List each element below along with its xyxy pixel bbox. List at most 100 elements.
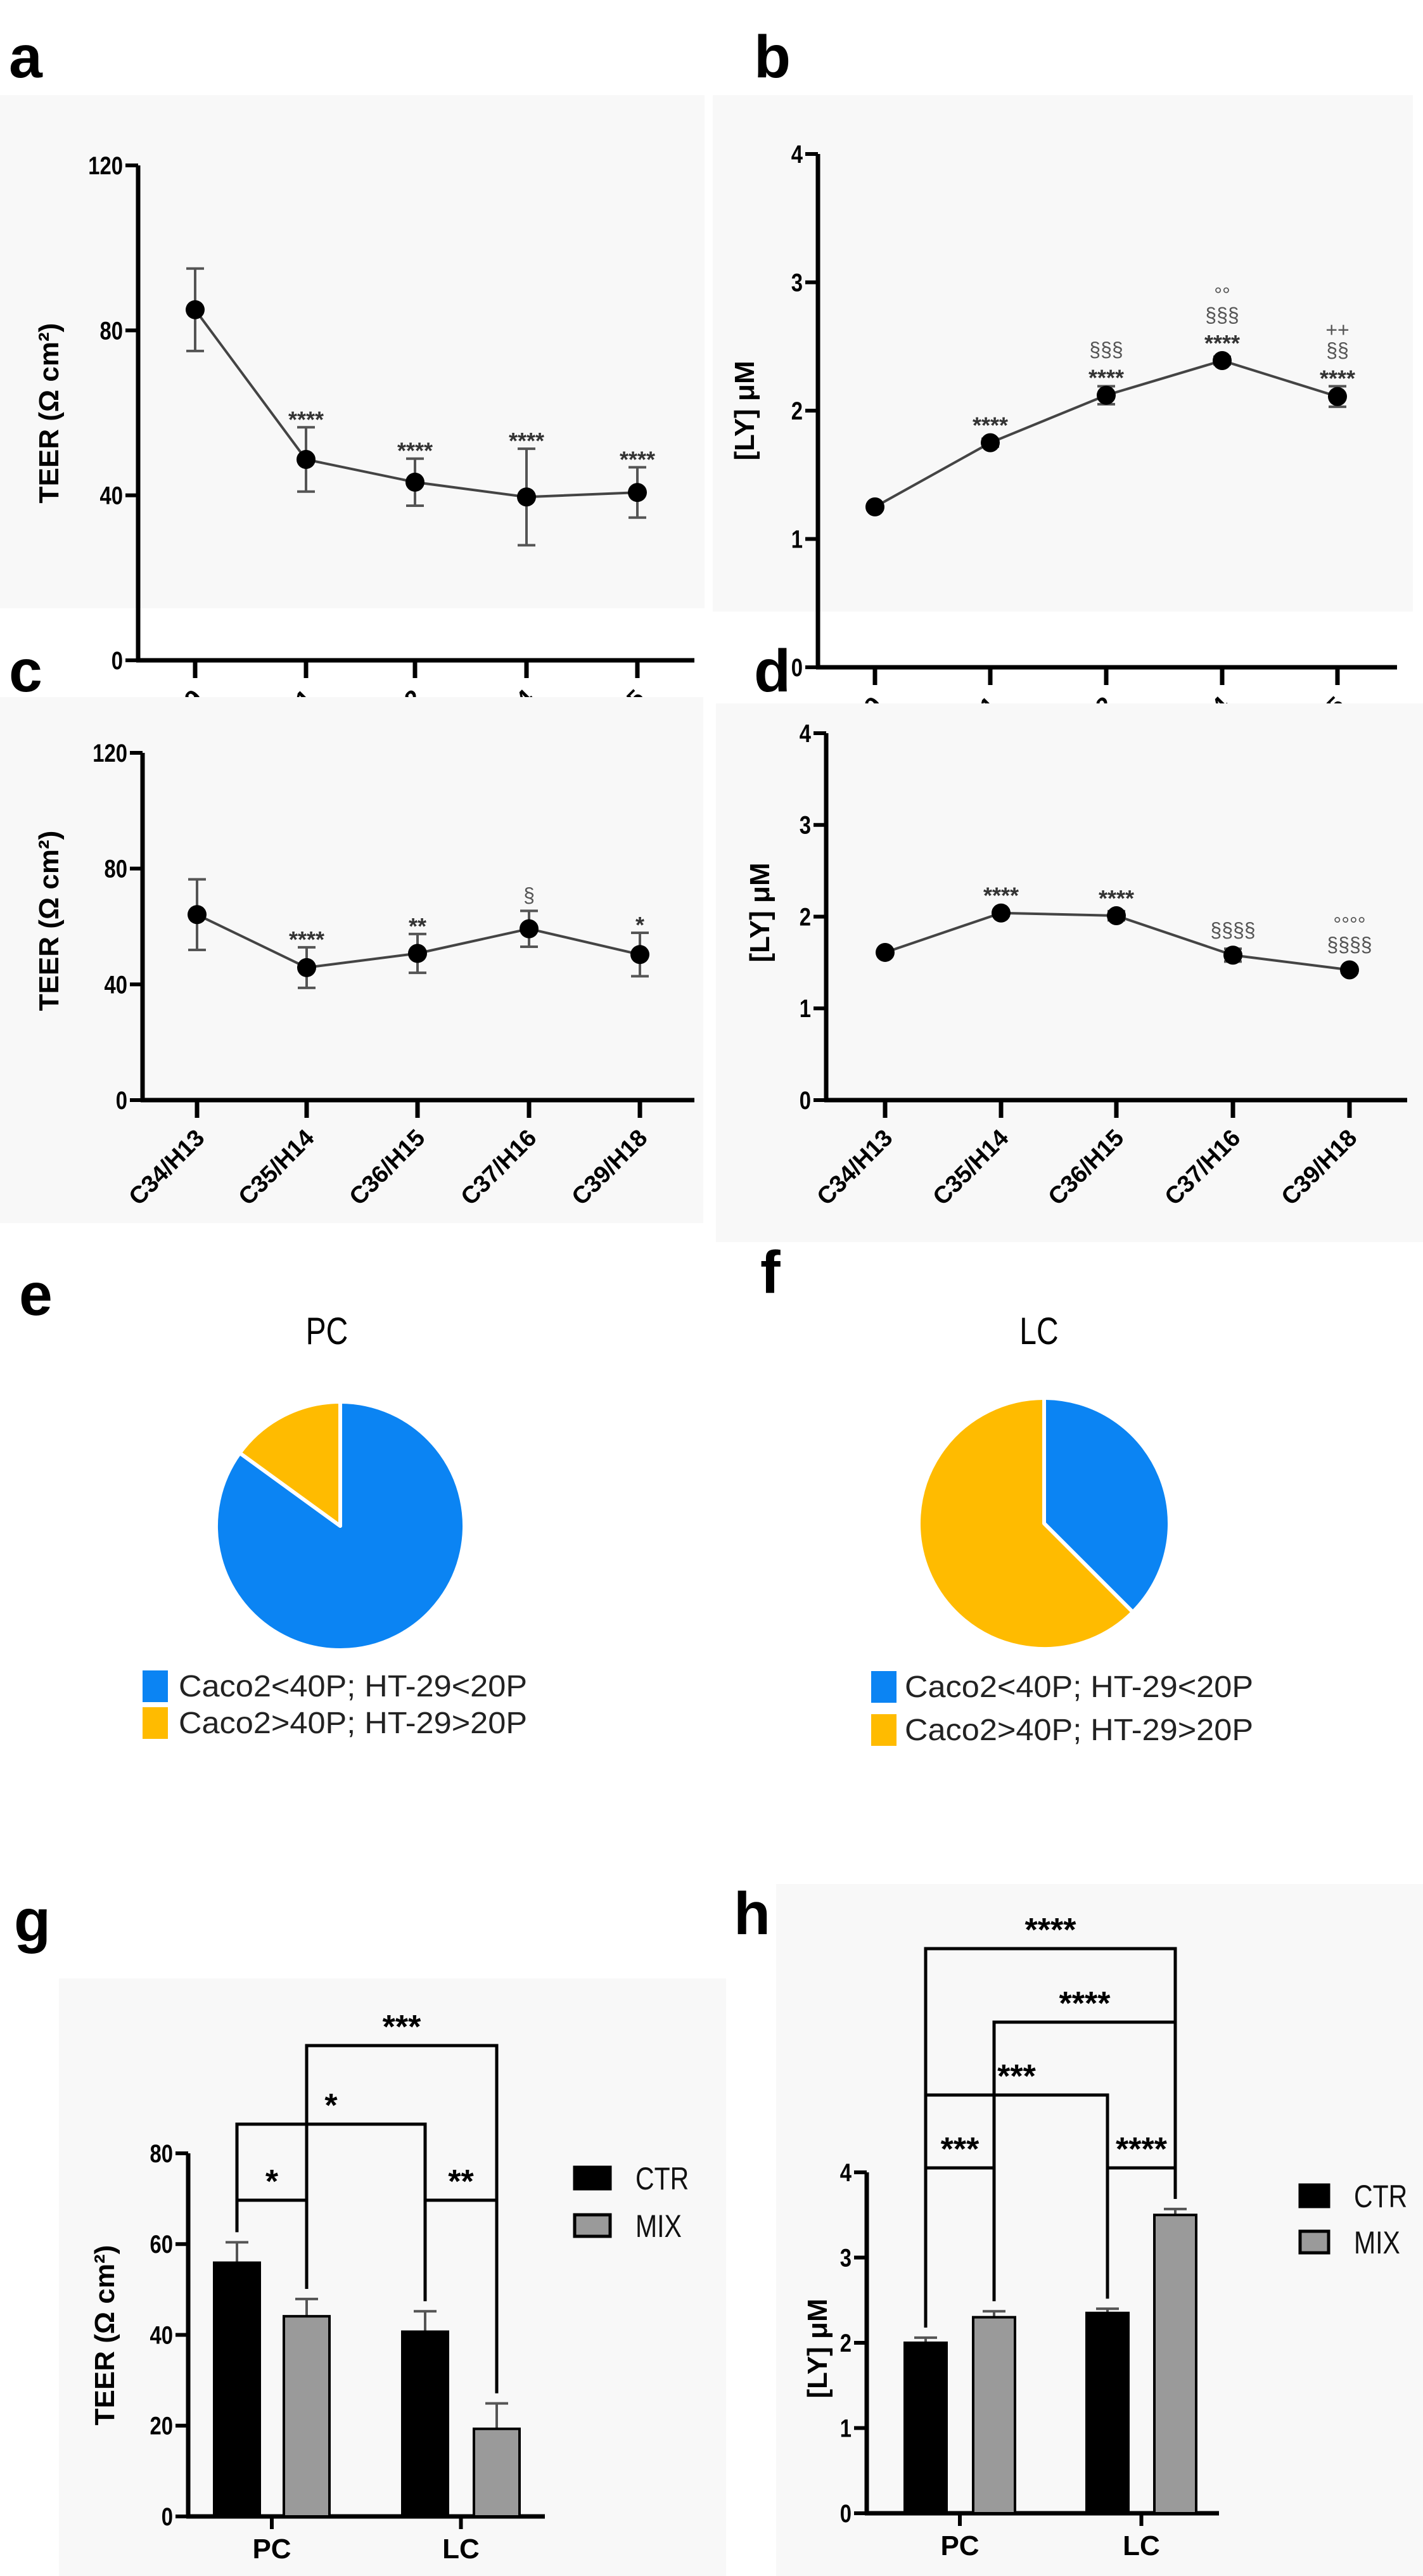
legend-label: CTR	[1354, 2179, 1407, 2214]
significance-annotation: §§	[1326, 339, 1349, 362]
legend-label: Caco2<40P; HT-29<20P	[905, 1670, 1253, 1704]
significance-annotation: ****	[289, 926, 324, 952]
data-point	[297, 958, 316, 977]
significance-annotation: ****	[620, 446, 655, 472]
legend-swatch	[1298, 2183, 1330, 2208]
x-tick-label: PC	[940, 2530, 979, 2561]
significance-annotation: ****	[983, 883, 1019, 909]
y-tick-label: 2	[800, 902, 811, 931]
significance-label: **	[448, 2163, 474, 2200]
significance-annotation: ****	[1099, 885, 1134, 911]
data-point	[297, 450, 316, 470]
bar-mix	[972, 2316, 1016, 2515]
bar-ctr	[213, 2261, 261, 2518]
y-tick-label: 80	[105, 855, 127, 883]
panel-background-a	[0, 95, 705, 608]
significance-annotation: ****	[1088, 365, 1124, 391]
y-tick-label: 0	[791, 653, 803, 682]
y-tick-label: 0	[800, 1086, 811, 1115]
bar-mix	[1153, 2214, 1197, 2515]
bar-ctr	[1085, 2311, 1130, 2515]
significance-annotation: §§§§	[1210, 918, 1255, 941]
data-point	[628, 483, 647, 503]
legend-swatch	[573, 2213, 612, 2238]
data-point	[405, 472, 424, 492]
panel-label-h: h	[734, 1880, 770, 1947]
legend-label: MIX	[635, 2208, 682, 2244]
y-axis-title-c: TEER (Ω cm²)	[34, 831, 65, 1011]
legend-swatch	[143, 1707, 168, 1739]
y-tick-label: 40	[100, 482, 123, 510]
y-axis-title-h: [LY] μM	[802, 2298, 833, 2398]
panel-label-a: a	[9, 23, 43, 91]
y-axis-title-b: [LY] μM	[729, 361, 760, 460]
legend-swatch	[871, 1671, 897, 1703]
panel-label-e: e	[19, 1261, 53, 1328]
data-point	[1097, 385, 1116, 405]
data-point	[1223, 945, 1242, 965]
panel-background-d	[716, 703, 1423, 1242]
significance-bracket	[235, 2122, 427, 2302]
y-tick-label: 1	[791, 525, 803, 553]
y-tick-label: 80	[100, 316, 123, 345]
legend-swatch	[573, 2165, 612, 2191]
data-point	[186, 300, 205, 319]
y-tick-label: 40	[105, 970, 127, 999]
x-tick-label: PC	[252, 2534, 291, 2565]
legend-label: Caco2<40P; HT-29<20P	[179, 1670, 527, 1703]
data-point	[630, 945, 649, 964]
significance-annotation: °°	[1214, 283, 1230, 306]
panel-background-g	[59, 1978, 726, 2576]
panel-label-d: d	[754, 638, 791, 705]
y-tick-label: 0	[112, 646, 123, 675]
y-tick-label: 40	[150, 2321, 173, 2349]
significance-annotation: §	[523, 883, 535, 906]
x-tick-label: LC	[1123, 2530, 1160, 2561]
significance-bracket	[924, 1947, 1177, 2328]
significance-label: ****	[1116, 2131, 1168, 2168]
significance-annotation: §§§	[1205, 304, 1239, 326]
significance-annotation: ****	[509, 428, 544, 454]
y-tick-label: 2	[791, 397, 803, 425]
significance-label: ***	[383, 2009, 421, 2046]
panel-background-c	[0, 697, 703, 1223]
y-tick-label: 20	[150, 2412, 173, 2440]
y-tick-label: 3	[840, 2243, 852, 2272]
legend-swatch	[1298, 2229, 1330, 2255]
legend-label: Caco2>40P; HT-29>20P	[179, 1707, 527, 1740]
pie-title-e: PC	[306, 1310, 348, 1352]
significance-label: ****	[1025, 1912, 1077, 1949]
y-tick-label: 4	[800, 719, 812, 748]
bar-ctr	[401, 2330, 449, 2518]
significance-label: ***	[941, 2131, 980, 2168]
y-tick-label: 2	[840, 2329, 852, 2357]
y-tick-label: 3	[791, 268, 803, 297]
y-tick-label: 120	[88, 151, 123, 180]
significance-label: ***	[997, 2058, 1036, 2095]
data-point	[188, 905, 207, 925]
y-tick-label: 1	[840, 2414, 852, 2442]
data-point	[517, 487, 536, 507]
data-point	[876, 942, 895, 962]
data-point	[865, 497, 884, 516]
y-tick-label: 0	[116, 1086, 127, 1115]
y-axis-title-a: TEER (Ω cm²)	[34, 323, 65, 504]
significance-annotation: ****	[973, 413, 1008, 439]
pie-slice	[1042, 1396, 1171, 1615]
y-tick-label: 0	[840, 2499, 852, 2528]
significance-label: *	[265, 2163, 279, 2200]
significance-annotation: ****	[288, 406, 324, 432]
y-axis-title-g: TEER (Ω cm²)	[89, 2245, 120, 2426]
bar-mix	[283, 2315, 331, 2518]
y-tick-label: 80	[150, 2139, 173, 2168]
legend-swatch	[871, 1714, 897, 1746]
significance-annotation: **	[409, 913, 426, 939]
legend-label: CTR	[635, 2161, 689, 2196]
significance-annotation: ****	[397, 438, 433, 464]
panel-label-b: b	[754, 23, 791, 91]
legend-label: Caco2>40P; HT-29>20P	[905, 1714, 1253, 1747]
y-tick-label: 120	[93, 739, 127, 767]
x-tick-label: LC	[442, 2534, 480, 2565]
pie-slice	[917, 1396, 1135, 1651]
